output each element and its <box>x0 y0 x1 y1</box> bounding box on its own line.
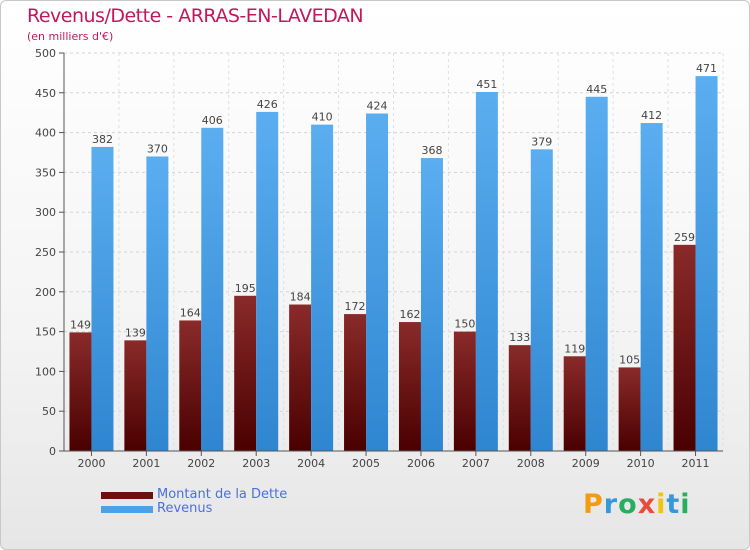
x-tick-label: 2011 <box>682 457 710 470</box>
data-label-dette: 149 <box>70 318 91 331</box>
bar-dette <box>508 345 531 451</box>
legend-label-revenus: Revenus <box>157 501 213 516</box>
y-tick-label: 450 <box>35 87 56 100</box>
data-label-revenus: 471 <box>696 62 717 75</box>
data-label-dette: 172 <box>345 300 366 313</box>
bar-revenus <box>311 124 334 451</box>
data-label-revenus: 370 <box>147 142 168 155</box>
y-tick-label: 300 <box>35 206 56 219</box>
bar-dette <box>69 332 92 451</box>
data-label-revenus: 382 <box>92 133 113 146</box>
chart-subtitle: (en milliers d'€) <box>27 30 114 43</box>
data-label-revenus: 424 <box>367 99 388 112</box>
y-tick-label: 100 <box>35 365 56 378</box>
bar-revenus <box>366 113 389 451</box>
data-label-revenus: 410 <box>312 111 333 124</box>
logo-letter: o <box>618 489 638 520</box>
x-tick-label: 2002 <box>187 457 215 470</box>
x-tick-label: 2010 <box>627 457 655 470</box>
data-label-dette: 119 <box>564 342 585 355</box>
bar-dette <box>289 304 312 451</box>
bar-revenus <box>420 158 443 451</box>
x-tick-label: 2000 <box>77 457 105 470</box>
y-tick-label: 50 <box>42 405 56 418</box>
y-tick-label: 350 <box>35 166 56 179</box>
logo-letter: r <box>603 489 619 520</box>
legend-label-dette: Montant de la Dette <box>157 487 288 502</box>
data-label-revenus: 412 <box>641 109 662 122</box>
data-label-dette: 259 <box>674 231 695 244</box>
x-tick-label: 2003 <box>242 457 270 470</box>
x-tick-label: 2008 <box>517 457 545 470</box>
chart-title: Revenus/Dette - ARRAS-EN-LAVEDAN <box>27 5 364 27</box>
data-label-revenus: 368 <box>421 144 442 157</box>
data-label-dette: 164 <box>180 306 201 319</box>
bar-dette <box>124 340 147 451</box>
bar-dette <box>179 320 202 451</box>
bar-revenus <box>146 156 169 452</box>
y-tick-label: 150 <box>35 326 56 339</box>
logo-letter: P <box>583 489 604 520</box>
bar-dette <box>344 314 367 451</box>
data-label-dette: 162 <box>399 308 420 321</box>
legend-swatch-dette <box>101 492 153 499</box>
x-tick-label: 2001 <box>132 457 160 470</box>
y-tick-label: 200 <box>35 286 56 299</box>
logo-letter: t <box>666 489 681 520</box>
bar-dette <box>453 331 476 451</box>
y-tick-label: 250 <box>35 246 56 259</box>
data-label-revenus: 445 <box>586 83 607 96</box>
bar-dette <box>618 367 641 451</box>
x-tick-label: 2006 <box>407 457 435 470</box>
bar-dette <box>398 322 421 451</box>
bar-revenus <box>475 92 498 451</box>
data-label-dette: 105 <box>619 353 640 366</box>
bar-revenus <box>91 146 114 452</box>
data-label-dette: 195 <box>235 282 256 295</box>
data-label-dette: 150 <box>454 318 475 331</box>
logo-letter: i <box>656 489 667 520</box>
bar-revenus <box>256 111 279 452</box>
bar-dette <box>563 356 586 451</box>
data-label-dette: 133 <box>509 331 530 344</box>
data-label-dette: 139 <box>125 326 146 339</box>
y-tick-label: 500 <box>35 47 56 60</box>
bar-revenus <box>585 96 608 451</box>
bar-dette <box>673 244 696 451</box>
x-tick-label: 2004 <box>297 457 325 470</box>
x-tick-label: 2005 <box>352 457 380 470</box>
proxiti-logo: Proxiti <box>583 489 691 520</box>
bar-dette <box>234 295 257 451</box>
x-tick-label: 2009 <box>572 457 600 470</box>
x-tick-label: 2007 <box>462 457 490 470</box>
data-label-revenus: 451 <box>476 78 497 91</box>
logo-letter: i <box>680 489 691 520</box>
y-tick-label: 0 <box>49 445 56 458</box>
logo-letter: x <box>637 489 657 520</box>
bar-revenus <box>695 76 718 452</box>
y-tick-label: 400 <box>35 127 56 140</box>
legend-swatch-revenus <box>101 506 153 513</box>
bar-revenus <box>530 149 553 452</box>
data-label-revenus: 379 <box>531 135 552 148</box>
bar-revenus <box>640 123 663 451</box>
data-label-dette: 184 <box>290 291 311 304</box>
data-label-revenus: 426 <box>257 98 278 111</box>
data-label-revenus: 406 <box>202 114 223 127</box>
bar-revenus <box>201 127 224 451</box>
